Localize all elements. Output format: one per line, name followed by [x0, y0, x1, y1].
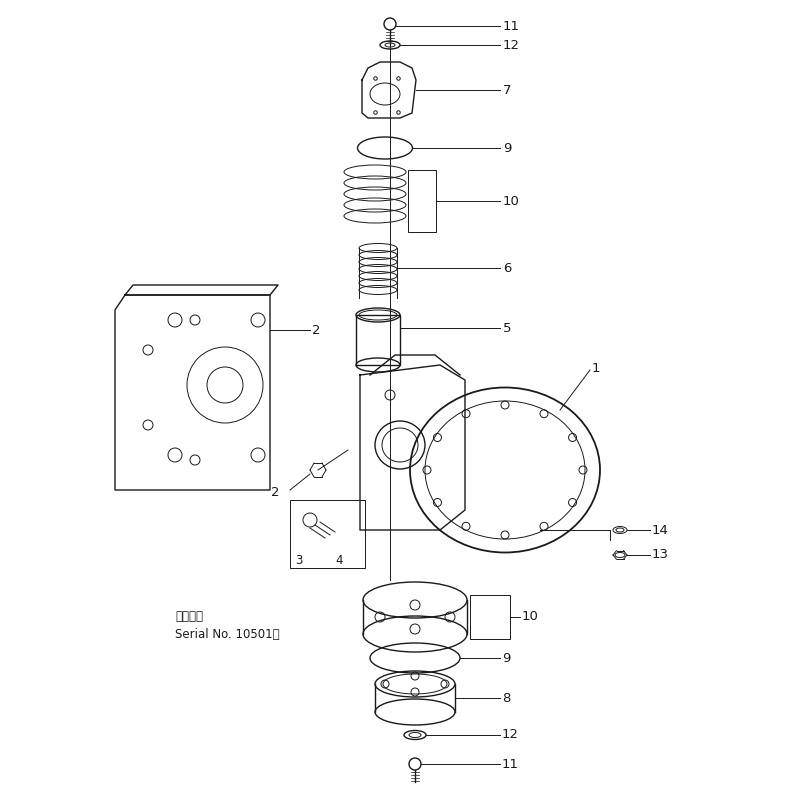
Text: 10: 10	[522, 611, 539, 623]
Text: 6: 6	[503, 262, 511, 274]
Text: 1: 1	[592, 362, 600, 374]
Text: 2: 2	[312, 324, 321, 336]
Text: 5: 5	[503, 322, 511, 334]
Text: 11: 11	[502, 757, 519, 771]
Text: 8: 8	[502, 692, 510, 704]
Text: 2: 2	[272, 485, 280, 499]
Text: 12: 12	[503, 39, 520, 51]
Text: 9: 9	[502, 652, 510, 664]
Text: 9: 9	[503, 142, 511, 154]
Bar	[290, 500, 365, 568]
Text: 11: 11	[503, 20, 520, 32]
Text: 適用号標: 適用号標	[175, 610, 203, 623]
Text: 7: 7	[503, 84, 511, 96]
Bar	[470, 595, 510, 639]
Bar	[408, 170, 436, 232]
Text: 10: 10	[503, 195, 520, 207]
Text: 4: 4	[335, 553, 343, 567]
Text: 13: 13	[652, 548, 669, 562]
Text: 12: 12	[502, 728, 519, 742]
Bar	[356, 315, 400, 365]
Text: Serial No. 10501～: Serial No. 10501～	[175, 628, 280, 641]
Text: 3: 3	[295, 553, 303, 567]
Text: 14: 14	[652, 523, 669, 537]
